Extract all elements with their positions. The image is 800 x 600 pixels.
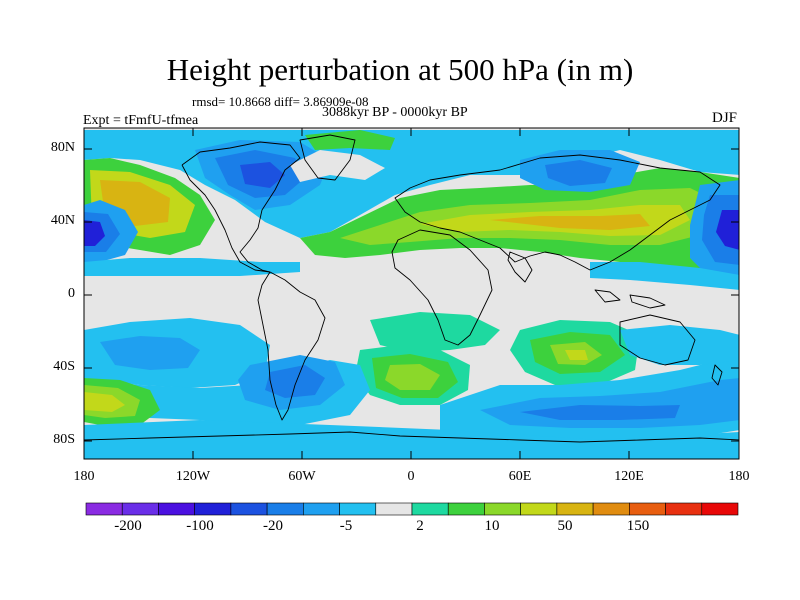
map-plot-area xyxy=(84,128,739,459)
colorbar-swatch-16 xyxy=(665,502,703,516)
x-axis-label-0: 0 xyxy=(407,469,415,484)
colorbar-label-10: 10 xyxy=(484,518,500,534)
colorbar-label-150: 150 xyxy=(626,518,650,534)
map-title: Height perturbation at 500 hPa (in m) xyxy=(166,52,634,87)
x-axis-label-60e: 60E xyxy=(508,469,532,484)
colorbar-swatch-9 xyxy=(411,502,449,516)
colorbar-swatch-4 xyxy=(230,502,268,516)
x-axis-label-120e: 120E xyxy=(614,469,644,484)
colorbar-swatch-10 xyxy=(447,502,485,516)
y-axis-label-40s: 40S xyxy=(53,359,75,374)
y-axis-label-40n: 40N xyxy=(50,213,75,228)
map-ticks xyxy=(83,128,740,459)
period-line: 3088kyr BP - 0000kyr BP xyxy=(322,105,468,120)
y-axis-label-80s: 80S xyxy=(53,432,75,447)
colorbar-swatch-0 xyxy=(85,502,123,516)
season-label: DJF xyxy=(712,110,738,126)
x-axis-label-180e: 180 xyxy=(728,469,750,484)
colorbar-swatch-2 xyxy=(158,502,195,516)
coastlines xyxy=(84,134,739,443)
colorbar-label-neg20: -20 xyxy=(263,518,283,534)
y-axis-label-80n: 80N xyxy=(50,140,75,155)
colorbar-label-neg200: -200 xyxy=(114,518,142,534)
colorbar-label-2: 2 xyxy=(416,518,424,534)
colorbar-swatch-1 xyxy=(121,502,159,516)
colorbar-label-neg5: -5 xyxy=(339,518,353,534)
colorbar-label-50: 50 xyxy=(557,518,573,534)
y-axis-label-0: 0 xyxy=(68,286,75,301)
colorbar-swatch-7 xyxy=(339,502,377,516)
colorbar-swatch-13 xyxy=(556,502,594,516)
colorbar-swatch-6 xyxy=(303,502,340,516)
x-axis-label-180w: 180 xyxy=(73,469,95,484)
contour-fill-layer xyxy=(84,130,739,459)
colorbar-swatch-5 xyxy=(266,502,304,516)
colorbar-swatch-14 xyxy=(592,502,630,516)
x-axis-label-60w: 60W xyxy=(288,469,316,484)
colorbar-swatch-17 xyxy=(701,502,739,516)
stats-line: rmsd= 10.8668 diff= 3.86909e-08 xyxy=(192,94,369,109)
experiment-label: Expt = tFmfU-tfmea xyxy=(83,113,199,128)
colorbar-swatch-15 xyxy=(629,502,666,516)
colorbar-label-neg100: -100 xyxy=(186,518,214,534)
colorbar-swatch-11 xyxy=(484,502,521,516)
colorbar-swatch-3 xyxy=(194,502,232,516)
colorbar-swatch-12 xyxy=(520,502,558,516)
x-axis-label-120w: 120W xyxy=(175,469,211,484)
colorbar-swatch-8 xyxy=(375,502,413,516)
colorbar xyxy=(85,502,739,516)
